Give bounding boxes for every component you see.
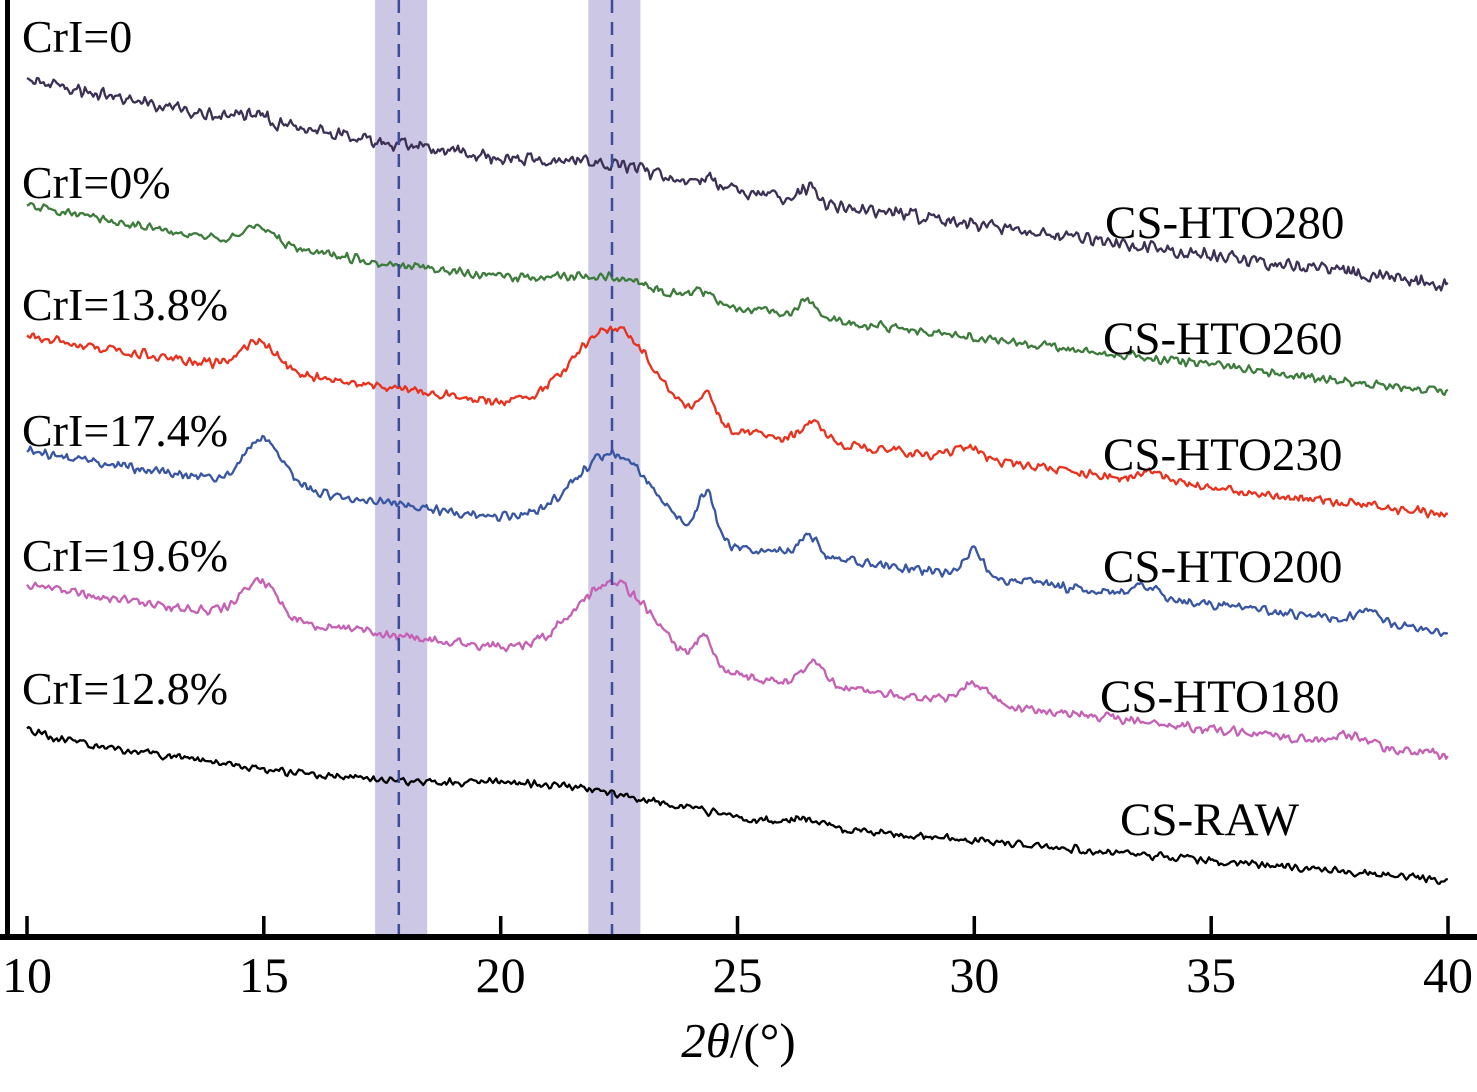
- cri-label: CrI=17.4%: [22, 405, 229, 456]
- y-axis-line: [5, 0, 10, 940]
- xrd-curve: [26, 76, 1449, 292]
- cri-label: CrI=0%: [22, 157, 171, 208]
- x-tick-label: 35: [1186, 947, 1237, 1003]
- x-tick-label: 40: [1423, 947, 1473, 1003]
- xrd-curve: [26, 576, 1449, 761]
- x-tick-label: 20: [475, 947, 526, 1003]
- xrd-curve: [26, 434, 1449, 638]
- x-tick-label: 30: [949, 947, 1000, 1003]
- series-label: CS-HTO260: [1103, 313, 1343, 365]
- x-axis-line: [0, 934, 1477, 940]
- cri-label: CrI=13.8%: [22, 279, 229, 330]
- x-tick-label: 15: [238, 947, 289, 1003]
- series-label: CS-RAW: [1120, 794, 1300, 846]
- x-axis-title: 2θ/(°): [0, 1012, 1477, 1069]
- x-axis-title-units: /(°): [729, 1013, 796, 1068]
- x-tick-label: 25: [712, 947, 763, 1003]
- x-tick-label: 10: [2, 947, 52, 1003]
- cri-label: CrI=0: [22, 11, 133, 62]
- xrd-curve: [26, 201, 1449, 397]
- cri-label: CrI=12.8%: [22, 663, 229, 714]
- series-label: CS-HTO230: [1103, 429, 1343, 481]
- cri-label: CrI=19.6%: [22, 530, 229, 581]
- highlight-band: [588, 0, 641, 934]
- series-label: CS-HTO200: [1103, 541, 1343, 593]
- xrd-curve: [26, 725, 1449, 885]
- series-label: CS-HTO180: [1100, 671, 1340, 723]
- series-label: CS-HTO280: [1105, 197, 1345, 249]
- x-axis-title-symbol: 2θ: [681, 1013, 730, 1068]
- xrd-curve: [26, 325, 1448, 519]
